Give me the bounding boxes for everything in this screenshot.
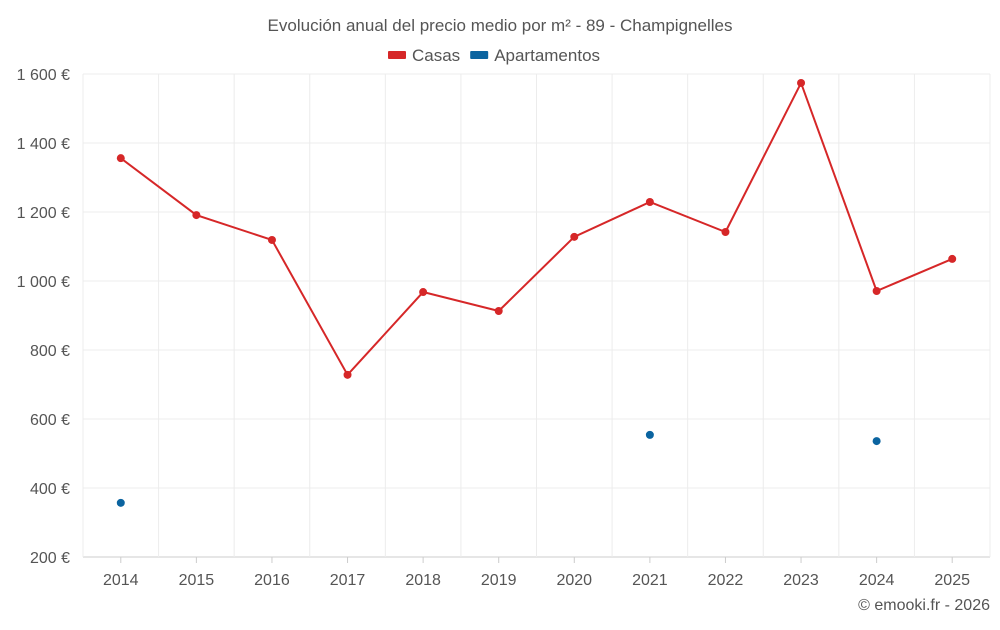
x-tick-label: 2016 <box>254 572 290 589</box>
data-point-casas <box>721 228 730 237</box>
data-point-casas <box>419 288 428 297</box>
y-tick-label: 400 € <box>30 481 70 498</box>
series-line-casas <box>120 80 953 377</box>
x-tick-label: 2025 <box>934 572 970 589</box>
series <box>116 78 957 507</box>
legend: Casas Apartamentos <box>388 46 600 65</box>
credit: © emooki.fr - 2026 <box>858 597 990 614</box>
x-tick-label: 2019 <box>481 572 517 589</box>
axes: 200 € 400 € 600 € 800 € 1 000 € 1 200 € 1 400 … <box>17 67 970 589</box>
y-tick-label: 200 € <box>30 550 70 567</box>
data-point-apartamentos <box>872 437 881 446</box>
data-point-casas <box>645 197 654 206</box>
x-tick-label: 2017 <box>330 572 366 589</box>
data-point-casas <box>192 211 201 220</box>
chart-title: Evolución anual del precio medio por m² … <box>268 16 733 35</box>
data-point-casas <box>494 307 503 316</box>
data-point-casas <box>872 287 881 296</box>
x-tick-label: 2024 <box>859 572 895 589</box>
y-tick-label: 1 200 € <box>17 205 70 222</box>
grid <box>82 73 991 558</box>
legend-swatch <box>388 51 406 59</box>
x-tick-label: 2015 <box>179 572 215 589</box>
data-point-casas <box>343 370 352 379</box>
y-tick-label: 1 000 € <box>17 274 70 291</box>
y-tick-label: 600 € <box>30 412 70 429</box>
y-tick-label: 800 € <box>30 343 70 360</box>
y-tick-label: 1 400 € <box>17 136 70 153</box>
legend-label: Apartamentos <box>494 46 600 65</box>
y-tick-label: 1 600 € <box>17 67 70 84</box>
legend-label: Casas <box>412 46 460 65</box>
data-point-apartamentos <box>645 430 654 439</box>
x-tick-label: 2023 <box>783 572 819 589</box>
x-tick-label: 2018 <box>405 572 441 589</box>
data-point-casas <box>267 235 276 244</box>
data-point-casas <box>948 254 957 263</box>
x-tick-label: 2020 <box>556 572 592 589</box>
x-tick-label: 2014 <box>103 572 139 589</box>
data-point-apartamentos <box>116 498 125 507</box>
data-point-casas <box>570 232 579 241</box>
x-tick-label: 2021 <box>632 572 668 589</box>
data-point-casas <box>116 154 125 163</box>
legend-swatch <box>470 51 489 59</box>
data-point-casas <box>797 78 806 87</box>
x-tick-label: 2022 <box>708 572 744 589</box>
